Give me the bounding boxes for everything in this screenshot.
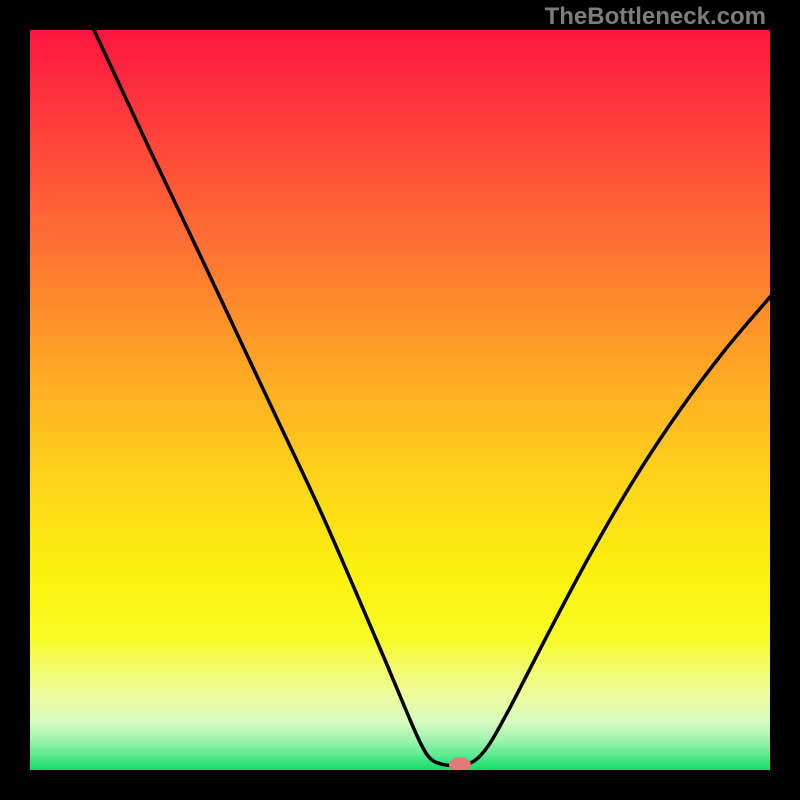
plot-area <box>30 30 770 770</box>
optimal-point-marker <box>449 757 471 770</box>
bottleneck-curve <box>94 30 770 766</box>
watermark-text: TheBottleneck.com <box>545 3 766 31</box>
chart-svg <box>30 30 770 770</box>
chart-container: TheBottleneck.com <box>0 0 800 800</box>
